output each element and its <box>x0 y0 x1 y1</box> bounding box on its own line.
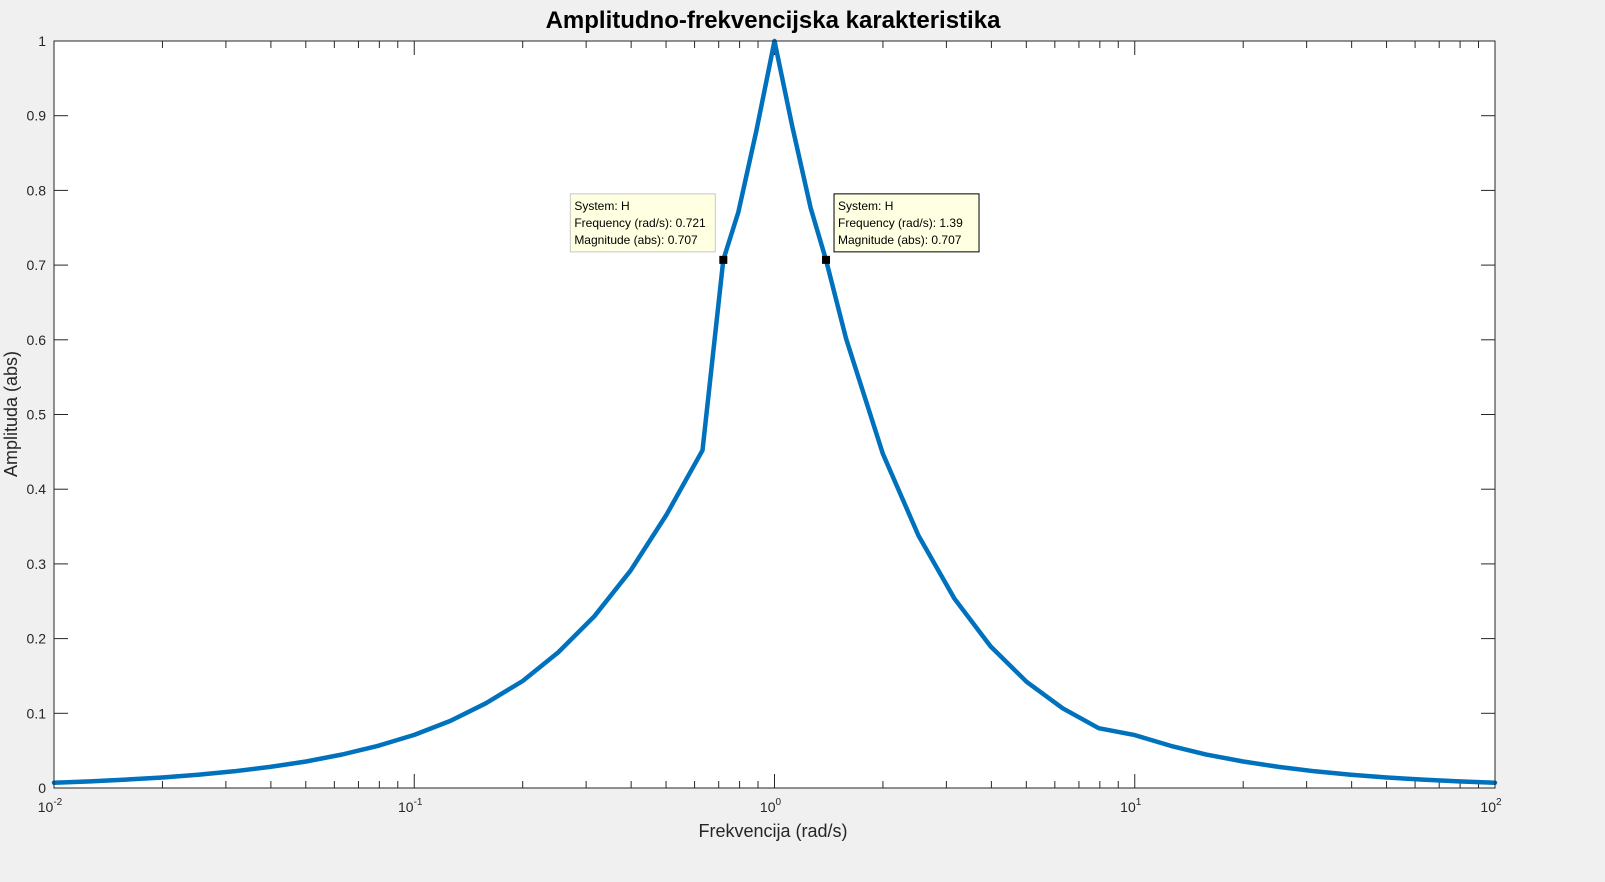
y-tick-label: 0.6 <box>27 332 47 348</box>
x-tick-label: 102 <box>1480 797 1502 815</box>
datatip[interactable]: System: H Frequency (rad/s): 0.721 Magnitu… <box>569 193 728 264</box>
datatips: System: H Frequency (rad/s): 0.721 Magnitu… <box>569 193 980 264</box>
datatip-magnitude: Magnitude (abs): 0.707 <box>574 233 698 247</box>
y-axis-label: Amplituda (abs) <box>1 351 21 477</box>
datatip-box <box>833 193 980 253</box>
y-tick-label: 0.8 <box>27 182 47 198</box>
x-tick-label: 100 <box>760 797 782 815</box>
datatip-box <box>569 193 716 253</box>
y-tick-label: 0.1 <box>27 705 47 721</box>
y-tick-label: 0.2 <box>27 631 47 647</box>
y-tick-labels: 0 0.1 0.2 0.3 0.4 0.5 0.6 0.7 0.8 0.9 1 <box>27 33 47 796</box>
y-tick-label: 1 <box>38 33 46 49</box>
y-tick-label: 0.9 <box>27 108 47 124</box>
y-tick-label: 0.7 <box>27 257 47 273</box>
x-axis-label: Frekvencija (rad/s) <box>698 821 847 841</box>
datatip-system: System: H <box>838 199 893 213</box>
x-tick-label: 101 <box>1120 797 1142 815</box>
datatip-marker[interactable] <box>822 255 831 264</box>
axes-frame <box>53 40 1496 789</box>
datatip-marker[interactable] <box>719 255 728 264</box>
datatip[interactable]: System: H Frequency (rad/s): 1.39 Magnitud… <box>822 193 980 264</box>
datatip-frequency: Frequency (rad/s): 1.39 <box>838 216 963 230</box>
y-tick-label: 0 <box>38 780 46 796</box>
y-tick-label: 0.4 <box>27 481 47 497</box>
x-tick-labels: 10-2 10-1 100 101 102 <box>38 797 1502 815</box>
x-tick-label: 10-2 <box>38 797 63 815</box>
x-tick-label: 10-1 <box>398 797 423 815</box>
datatip-system: System: H <box>574 199 629 213</box>
datatip-frequency: Frequency (rad/s): 0.721 <box>574 216 706 230</box>
y-tick-label: 0.3 <box>27 556 47 572</box>
plot-area[interactable] <box>54 41 1495 788</box>
y-tick-label: 0.5 <box>27 407 47 423</box>
datatip-magnitude: Magnitude (abs): 0.707 <box>838 233 962 247</box>
chart-title: Amplitudno-frekvencijska karakteristika <box>546 7 1002 34</box>
